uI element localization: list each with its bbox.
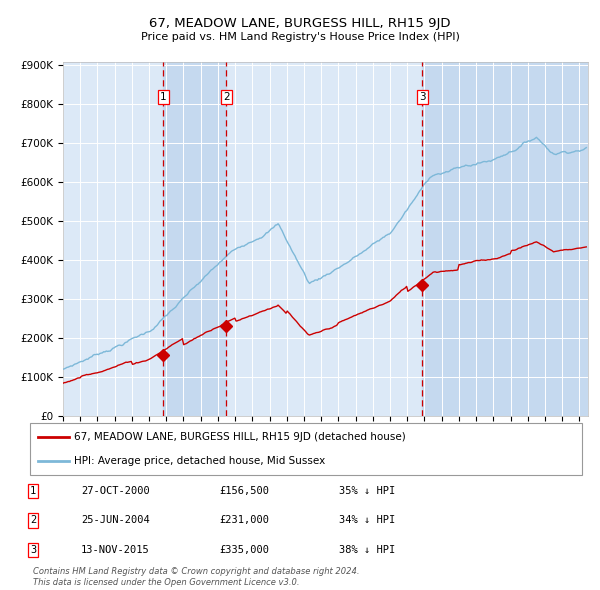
FancyBboxPatch shape [30, 423, 582, 475]
Text: £231,000: £231,000 [219, 516, 269, 525]
Text: 25-JUN-2004: 25-JUN-2004 [81, 516, 150, 525]
Text: 13-NOV-2015: 13-NOV-2015 [81, 545, 150, 555]
Bar [422, 62, 588, 416]
Text: £156,500: £156,500 [219, 486, 269, 496]
Text: 67, MEADOW LANE, BURGESS HILL, RH15 9JD (detached house): 67, MEADOW LANE, BURGESS HILL, RH15 9JD … [74, 432, 406, 442]
Text: 67, MEADOW LANE, BURGESS HILL, RH15 9JD: 67, MEADOW LANE, BURGESS HILL, RH15 9JD [149, 17, 451, 30]
Text: £335,000: £335,000 [219, 545, 269, 555]
Bar [163, 62, 226, 416]
Text: 34% ↓ HPI: 34% ↓ HPI [339, 516, 395, 525]
Text: 1: 1 [160, 91, 166, 101]
Text: 35% ↓ HPI: 35% ↓ HPI [339, 486, 395, 496]
Text: 38% ↓ HPI: 38% ↓ HPI [339, 545, 395, 555]
Text: 2: 2 [223, 91, 229, 101]
Text: 27-OCT-2000: 27-OCT-2000 [81, 486, 150, 496]
Text: 3: 3 [419, 91, 425, 101]
Text: HPI: Average price, detached house, Mid Sussex: HPI: Average price, detached house, Mid … [74, 456, 325, 466]
Text: Contains HM Land Registry data © Crown copyright and database right 2024.
This d: Contains HM Land Registry data © Crown c… [33, 566, 359, 588]
Text: 3: 3 [30, 545, 36, 555]
Text: Price paid vs. HM Land Registry's House Price Index (HPI): Price paid vs. HM Land Registry's House … [140, 32, 460, 41]
Text: 1: 1 [30, 486, 36, 496]
Text: 2: 2 [30, 516, 36, 525]
